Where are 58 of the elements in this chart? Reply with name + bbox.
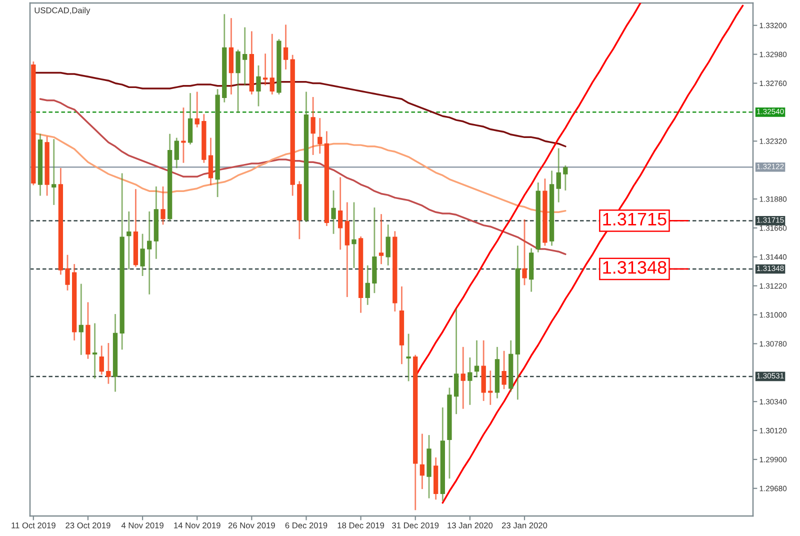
candlestick [160, 186, 166, 225]
candlestick [502, 350, 506, 390]
candlestick [378, 214, 384, 264]
x-tick-label: 23 Jan 2020 [502, 522, 548, 528]
candlestick [331, 190, 336, 234]
line-series [39, 98, 566, 256]
x-tick-label: 11 Oct 2019 [12, 522, 56, 528]
candlestick [270, 34, 274, 94]
line-series [442, 4, 744, 504]
candlestick [208, 138, 214, 186]
candlestick [454, 308, 459, 414]
candlestick [256, 65, 261, 106]
candlestick [420, 434, 425, 490]
candlestick [474, 340, 480, 378]
candlestick [126, 211, 132, 270]
x-tick-label: 14 Nov 2019 [174, 522, 220, 528]
candlestick [386, 224, 390, 266]
candlestick [310, 97, 316, 155]
candlestick [242, 27, 248, 86]
candlestick [78, 284, 84, 355]
chart-title: USDCAD,Daily [34, 7, 90, 15]
candlestick [147, 211, 152, 294]
x-tick-label: 18 Dec 2019 [338, 522, 384, 528]
x-tick-label: 23 Oct 2019 [66, 522, 110, 528]
x-tick-label: 4 Nov 2019 [121, 522, 164, 528]
candlestick [338, 177, 343, 250]
candlestick [194, 92, 200, 128]
annotation: 1.31348 [603, 261, 666, 274]
candlestick [283, 24, 288, 70]
x-tick-label: 26 Nov 2019 [228, 522, 275, 528]
annotation: 1.31715 [603, 212, 666, 226]
candlestick [406, 334, 411, 382]
x-tick-label: 6 Dec 2019 [285, 522, 328, 528]
candlestick [522, 219, 527, 286]
candlestick [236, 50, 240, 113]
candlestick [92, 323, 98, 379]
candlestick [262, 54, 268, 86]
candlestick [140, 234, 145, 276]
candlestick [52, 139, 56, 205]
line-series [32, 72, 566, 148]
candlestick [181, 108, 186, 163]
x-tick-label: 31 Dec 2019 [392, 522, 439, 528]
candlestick [106, 342, 111, 384]
candlestick [318, 118, 322, 154]
candlestick [352, 202, 356, 268]
candlestick [556, 148, 561, 202]
candlestick [365, 265, 370, 305]
candlestick [344, 202, 350, 298]
candlestick [65, 254, 70, 290]
line-series [32, 132, 566, 214]
candlestick [460, 346, 466, 409]
candlestick [563, 165, 568, 190]
candlestick [99, 346, 104, 375]
candlestick [488, 370, 493, 405]
x-tick-label: 13 Jan 2020 [448, 522, 493, 528]
candlestick [188, 93, 193, 144]
candlestick [174, 138, 179, 168]
candlestick [468, 357, 472, 405]
